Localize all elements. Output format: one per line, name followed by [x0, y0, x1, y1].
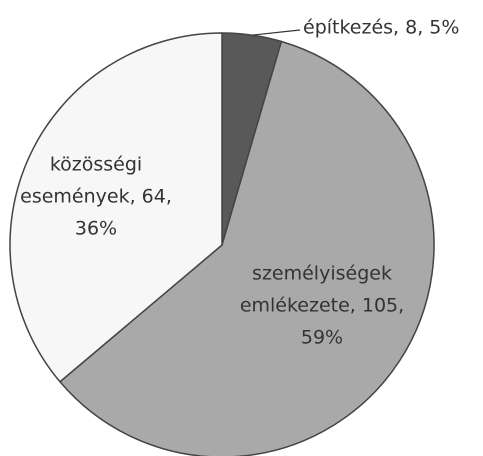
pie-slice: [58, 40, 435, 456]
data-label: 36%: [75, 218, 117, 240]
leader-line: [251, 29, 301, 36]
pie-slice: [9, 32, 223, 383]
data-label: személyiségek: [252, 263, 392, 285]
data-label: események, 64,: [20, 186, 172, 208]
data-label: építkezés, 8, 5%: [303, 17, 459, 39]
data-label: 59%: [301, 327, 343, 349]
data-label: emlékezete, 105,: [240, 295, 404, 317]
data-label: közösségi: [50, 154, 142, 176]
